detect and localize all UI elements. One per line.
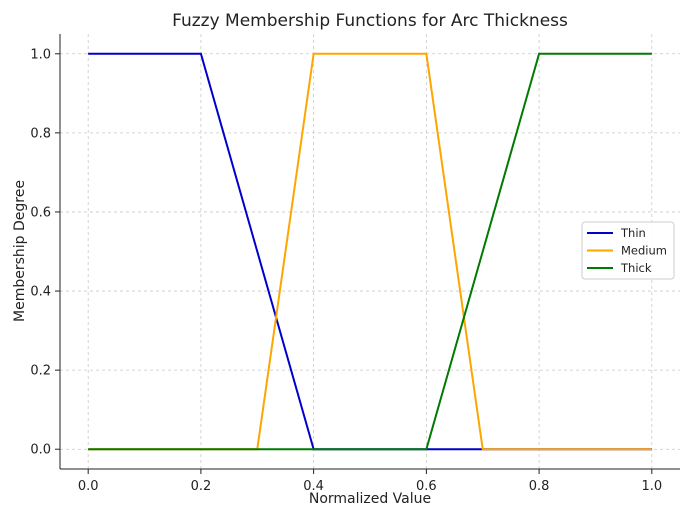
legend-label-thin: Thin — [620, 226, 646, 240]
series-line-medium — [88, 52, 652, 451]
legend-label-medium: Medium — [621, 244, 667, 258]
y-tick-label: 0.8 — [30, 126, 51, 141]
series-lines — [88, 52, 652, 451]
x-axis-title: Normalized Value — [309, 491, 431, 507]
y-tick-label: 0.0 — [30, 443, 51, 458]
x-tick-label: 0.4 — [303, 479, 324, 494]
legend-label-thick: Thick — [620, 261, 652, 275]
x-tick-label: 0.8 — [529, 479, 550, 494]
y-tick-label: 0.4 — [30, 285, 51, 300]
series-line-thin — [88, 52, 652, 451]
y-tick-label: 0.2 — [30, 364, 51, 379]
tick-labels: 0.0 0.2 0.4 0.6 0.8 1.0 0.0 0.2 0.4 0.6 0.8 1.0 — [30, 47, 662, 494]
axes — [55, 34, 680, 474]
y-tick-label: 1.0 — [30, 47, 51, 62]
series-line-thick — [88, 52, 652, 451]
y-tick-label: 0.6 — [30, 205, 51, 220]
legend-box — [581, 221, 675, 280]
x-tick-label: 0.2 — [191, 479, 212, 494]
x-tick-label: 0.0 — [78, 479, 99, 494]
x-tick-label: 1.0 — [641, 479, 662, 494]
x-tick-label: 0.6 — [416, 479, 437, 494]
legend: Thin Medium Thick — [581, 221, 675, 280]
y-axis-title: Membership Degree — [12, 180, 28, 322]
chart-title: Fuzzy Membership Functions for Arc Thick… — [172, 11, 568, 31]
